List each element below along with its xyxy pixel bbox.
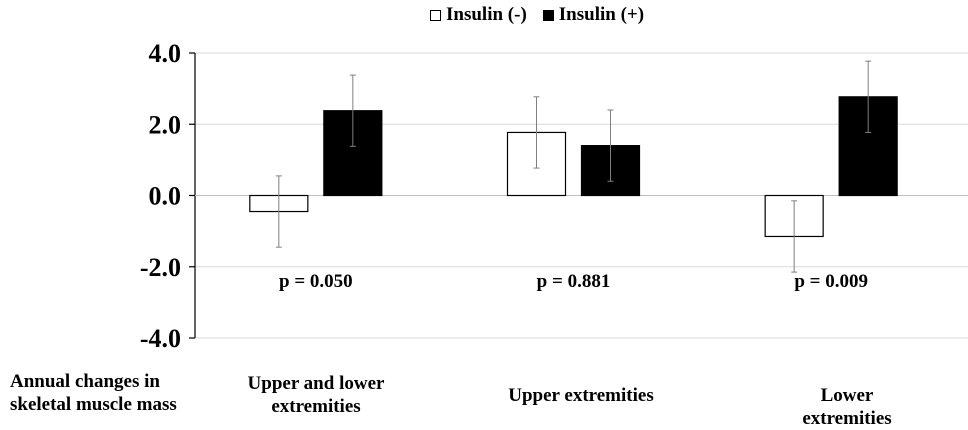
legend-swatch-insulin-pos — [542, 9, 554, 21]
y-tick-label-1: 2.0 — [149, 110, 182, 139]
bar-1-0 — [323, 110, 383, 197]
y-tick-label-3: -2.0 — [140, 253, 181, 282]
chart-legend: Insulin (-) Insulin (+) — [430, 4, 654, 26]
y-tick-label-0: 4.0 — [149, 39, 182, 68]
legend-label-insulin-pos: Insulin (+) — [558, 4, 645, 25]
x-category-label-1: Upper extremities — [508, 385, 654, 406]
legend-item-insulin-neg: Insulin (-) — [430, 4, 527, 26]
bar-chart: 4.0 2.0 0.0 -2.0 -4.0 p = 0.050 p = 0.881 p = 0… — [140, 39, 968, 353]
p-value-label-2: p = 0.009 — [794, 271, 868, 292]
legend-swatch-insulin-neg — [430, 9, 441, 21]
y-axis-title: Annual changes in skeletal muscle mass — [10, 371, 177, 415]
legend-label-insulin-neg: Insulin (-) — [446, 4, 527, 25]
legend-item-insulin-pos: Insulin (+) — [542, 4, 645, 26]
x-category-label-2: Lower extremities — [802, 385, 892, 429]
p-value-label-0: p = 0.050 — [279, 271, 353, 292]
p-value-label-1: p = 0.881 — [537, 271, 611, 292]
x-category-label-0: Upper and lower extremities — [247, 373, 385, 417]
y-tick-label-2: 0.0 — [149, 182, 182, 211]
y-tick-label-4: -4.0 — [140, 324, 181, 353]
